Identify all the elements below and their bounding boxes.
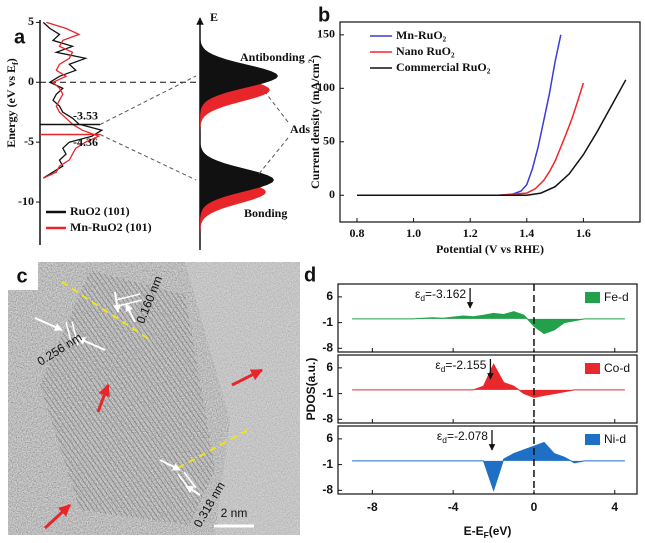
text-part: F bbox=[484, 530, 489, 540]
text-part: d bbox=[441, 364, 446, 374]
legend-label: Mn-RuO₂ bbox=[396, 28, 447, 42]
orbital-lobe bbox=[200, 132, 274, 228]
y-tick-label: -8 bbox=[322, 411, 333, 425]
y-tick-label: 5 bbox=[28, 14, 34, 28]
d-band-label: εd=-3.162 bbox=[415, 287, 466, 303]
schematic-label: Bonding bbox=[244, 206, 287, 220]
text-part: =-3.162 bbox=[425, 287, 466, 301]
panel-label: c bbox=[16, 265, 27, 287]
y-tick-label: -10 bbox=[18, 194, 34, 208]
pdos-area bbox=[352, 363, 625, 398]
y-tick-label: 6 bbox=[326, 289, 333, 303]
guide-line bbox=[257, 137, 289, 176]
text-part: ε bbox=[437, 429, 443, 443]
x-tick-label: 1.4 bbox=[519, 226, 534, 240]
y-tick-label: 150 bbox=[317, 27, 335, 41]
d-band-label: εd=-2.078 bbox=[437, 429, 488, 445]
legend-label: Nano RuO₂ bbox=[396, 44, 455, 58]
y-tick-label: 0 bbox=[28, 74, 34, 88]
text-part: ε bbox=[415, 287, 421, 301]
x-axis-label: Potential (V vs RHE) bbox=[436, 242, 544, 256]
y-tick-label: 6 bbox=[326, 360, 333, 374]
x-tick-label: 0 bbox=[531, 500, 538, 514]
pdos-area bbox=[352, 441, 625, 492]
text-part: Current density (mA/cm bbox=[308, 63, 322, 189]
legend-label: Co-d bbox=[604, 361, 630, 375]
text-part: =-2.155 bbox=[445, 358, 486, 372]
y-tick-label: 6 bbox=[326, 431, 333, 445]
plot-frame bbox=[339, 21, 641, 223]
x-axis-label: E-EF(eV) bbox=[464, 524, 512, 540]
x-tick-label: -8 bbox=[367, 500, 378, 514]
text-part: ε bbox=[435, 358, 441, 372]
legend-swatch bbox=[585, 292, 600, 303]
x-tick-label: 0.8 bbox=[349, 226, 364, 240]
dos-curve bbox=[43, 21, 101, 179]
data-line bbox=[357, 79, 627, 197]
y-tick-label: 0 bbox=[329, 187, 335, 201]
text-part: 2 bbox=[307, 59, 316, 63]
y-tick-label: 100 bbox=[317, 80, 335, 94]
pdos-area bbox=[352, 311, 625, 335]
dos-curve bbox=[42, 21, 104, 179]
text-part: ) bbox=[4, 58, 18, 62]
legend-label: Commercial RuO₂ bbox=[396, 60, 491, 74]
guide-line bbox=[99, 75, 197, 126]
text-part: d bbox=[420, 293, 425, 303]
y-tick-label: -1 bbox=[322, 386, 333, 400]
y-tick-label: -1 bbox=[322, 315, 333, 329]
legend-label: Mn-RuO2 (101) bbox=[70, 220, 152, 234]
y-axis-label: Energy (eV vs Ef) bbox=[4, 58, 20, 148]
text-part: f bbox=[11, 62, 20, 65]
schematic-label: Antibonding bbox=[240, 50, 305, 64]
x-tick-label: 1.6 bbox=[576, 226, 591, 240]
orbital-lobe bbox=[200, 28, 278, 124]
x-tick-label: 1.2 bbox=[463, 226, 478, 240]
y-tick-label: -5 bbox=[24, 134, 34, 148]
text-part: =-2.078 bbox=[447, 429, 488, 443]
text-part: (eV) bbox=[489, 524, 512, 538]
x-tick-label: 1.0 bbox=[406, 226, 421, 240]
scale-bar-label: 2 nm bbox=[221, 506, 248, 520]
y-tick-label: -8 bbox=[322, 482, 333, 496]
guide-line bbox=[99, 134, 197, 181]
legend-label: Fe-d bbox=[604, 290, 629, 304]
panel-label: b bbox=[318, 4, 330, 26]
legend-swatch bbox=[585, 363, 600, 374]
y-tick-label: 50 bbox=[323, 134, 335, 148]
y-tick-label: -8 bbox=[322, 340, 333, 354]
band-center-label: -3.53 bbox=[73, 108, 98, 122]
d-band-label: εd=-2.155 bbox=[435, 358, 486, 374]
panel-label: d bbox=[304, 264, 316, 286]
panel-label: a bbox=[14, 26, 26, 48]
band-center-label: -4.36 bbox=[73, 135, 98, 149]
x-tick-label: 4 bbox=[611, 500, 618, 514]
tem-image bbox=[8, 262, 300, 535]
text-part: d bbox=[442, 435, 447, 445]
legend-label: RuO2 (101) bbox=[70, 204, 130, 218]
plot-frame bbox=[337, 354, 638, 424]
plot-frame bbox=[337, 425, 638, 495]
text-part: Energy (eV vs E bbox=[4, 65, 18, 148]
energy-axis-label: E bbox=[210, 10, 218, 24]
legend-label: Ni-d bbox=[604, 432, 626, 446]
y-axis-label: Current density (mA/cm2) bbox=[307, 55, 322, 189]
text-part: E-E bbox=[464, 524, 484, 538]
x-tick-label: -4 bbox=[448, 500, 459, 514]
text-part: ) bbox=[308, 55, 322, 59]
y-tick-label: -1 bbox=[322, 457, 333, 471]
y-axis-label: PDOS(a.u.) bbox=[304, 358, 318, 421]
legend-swatch bbox=[585, 434, 600, 445]
schematic-label: Ads bbox=[290, 122, 310, 136]
guide-line bbox=[261, 87, 289, 123]
plot-frame bbox=[337, 283, 638, 353]
data-line bbox=[357, 82, 585, 197]
